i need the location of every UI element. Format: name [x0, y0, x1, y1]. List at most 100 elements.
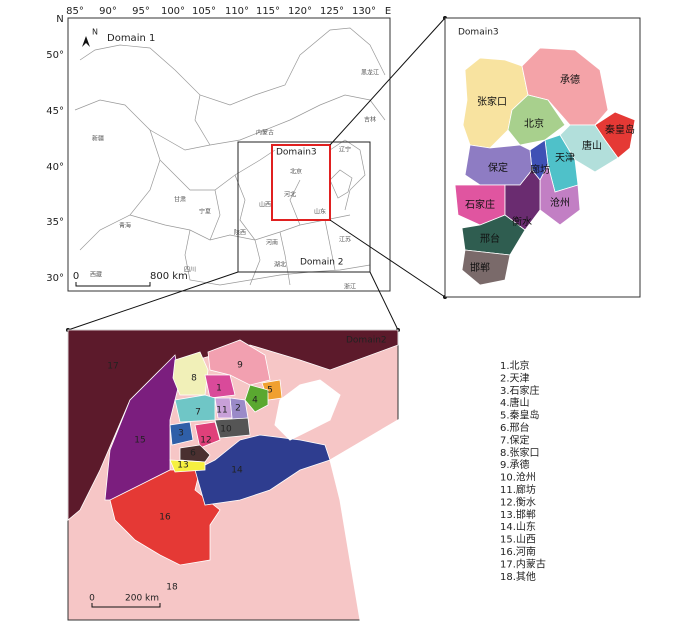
city-label: 邢台	[480, 232, 500, 245]
region-number: 1	[216, 384, 222, 394]
lon-tick-label: 120°	[288, 6, 312, 17]
city-label: 石家庄	[465, 198, 495, 211]
domain2-region	[179, 444, 211, 463]
connector	[329, 219, 446, 298]
region-number: 14	[231, 466, 243, 476]
north-arrow-label: N	[92, 28, 98, 37]
connector	[67, 271, 239, 331]
province-label: 西藏	[90, 271, 102, 279]
domain2-region	[214, 397, 233, 419]
city-label: 承德	[560, 73, 580, 86]
province-label: 山西	[259, 201, 271, 209]
lon-tick-label: 125°	[320, 6, 344, 17]
domain2-region	[214, 417, 251, 439]
province-label: 山东	[314, 208, 326, 216]
lon-tick-label: 95°	[132, 6, 150, 17]
lat-tick-label: 30°	[46, 273, 64, 284]
lat-tick-label: 45°	[46, 106, 64, 117]
legend-entry: 7.保定	[500, 433, 530, 446]
domain3-region	[461, 249, 511, 286]
city-label: 沧州	[550, 196, 570, 209]
lat-tick-label: 35°	[46, 217, 64, 228]
legend-entry: 14.山东	[500, 520, 536, 533]
connector	[369, 271, 399, 331]
scale-end: 200 km	[125, 594, 159, 604]
region-number: 5	[267, 386, 273, 396]
legend-entry: 17.内蒙古	[500, 557, 546, 570]
scale-bar	[75, 282, 151, 287]
north-label: N	[56, 14, 63, 25]
region-number: 11	[216, 406, 227, 416]
sea	[329, 169, 353, 199]
city-label: 张家口	[477, 95, 507, 108]
province-label: 湖北	[274, 261, 286, 269]
province-border	[129, 214, 351, 241]
region-number: 15	[134, 436, 145, 446]
domain2-region	[244, 384, 269, 413]
lon-tick-label: 85°	[66, 6, 84, 17]
province-label: 甘肃	[174, 196, 186, 204]
province-label: 青海	[119, 222, 131, 230]
domain2-region	[194, 421, 221, 449]
region-number: 8	[191, 374, 197, 384]
east-label: E	[385, 6, 391, 17]
city-label: 北京	[524, 117, 544, 130]
domain2-region	[109, 469, 221, 566]
province-label: 黑龙江	[361, 69, 379, 77]
region-number: 17	[107, 362, 118, 372]
legend-entry: 2.天津	[500, 372, 530, 384]
province-label: 河北	[284, 191, 296, 199]
province-label: 四川	[184, 267, 196, 274]
region-number: 2	[235, 404, 241, 414]
legend-entry: 8.张家口	[500, 446, 540, 459]
domain2-region	[194, 434, 331, 506]
legend-entry: 11.廊坊	[500, 483, 536, 496]
domain3-region	[507, 94, 566, 146]
province-label: 新疆	[92, 135, 104, 143]
lon-tick-label: 105°	[192, 6, 216, 17]
legend-entry: 16.河南	[500, 545, 536, 558]
province-label: 江苏	[339, 236, 351, 244]
region-number: 6	[190, 449, 196, 459]
province-label: 浙江	[344, 283, 356, 291]
province-label: 河南	[266, 239, 278, 247]
province-border	[289, 179, 301, 226]
city-label: 天津	[555, 152, 575, 164]
province-border	[279, 231, 291, 286]
sea	[329, 419, 399, 621]
region-number: 9	[237, 361, 243, 371]
province-border	[79, 27, 386, 106]
legend-entry: 12.衡水	[500, 496, 536, 508]
scale-start: 0	[73, 271, 79, 282]
domain2-region	[207, 339, 271, 386]
domain2-title: Domain2	[346, 336, 387, 346]
province-border	[324, 219, 336, 271]
scale-start: 0	[89, 594, 95, 604]
scale-end: 800 km	[150, 271, 188, 282]
province-border	[209, 189, 221, 241]
domain2-region	[174, 394, 216, 423]
province-border	[234, 174, 261, 286]
region-number: 4	[252, 396, 258, 406]
region-number: 16	[159, 513, 171, 523]
legend-entry: 15.山西	[500, 534, 536, 546]
legend-entry: 10.沧州	[500, 471, 536, 484]
province-border	[159, 149, 276, 191]
province-label: 内蒙古	[256, 129, 274, 137]
legend-entry: 4.唐山	[500, 396, 530, 409]
domain1-title: Domain 1	[107, 33, 155, 44]
legend-entry: 18.其他	[500, 570, 536, 583]
region-number: 3	[178, 429, 184, 439]
region-number: 18	[166, 583, 178, 593]
lon-tick-label: 90°	[99, 6, 117, 17]
region-number: 7	[195, 408, 201, 418]
sea	[274, 379, 341, 441]
city-label: 衡水	[512, 216, 532, 228]
domain1-frame	[67, 17, 391, 292]
domain2-box	[237, 141, 371, 273]
province-border	[184, 229, 371, 286]
city-label: 邯郸	[470, 261, 490, 274]
